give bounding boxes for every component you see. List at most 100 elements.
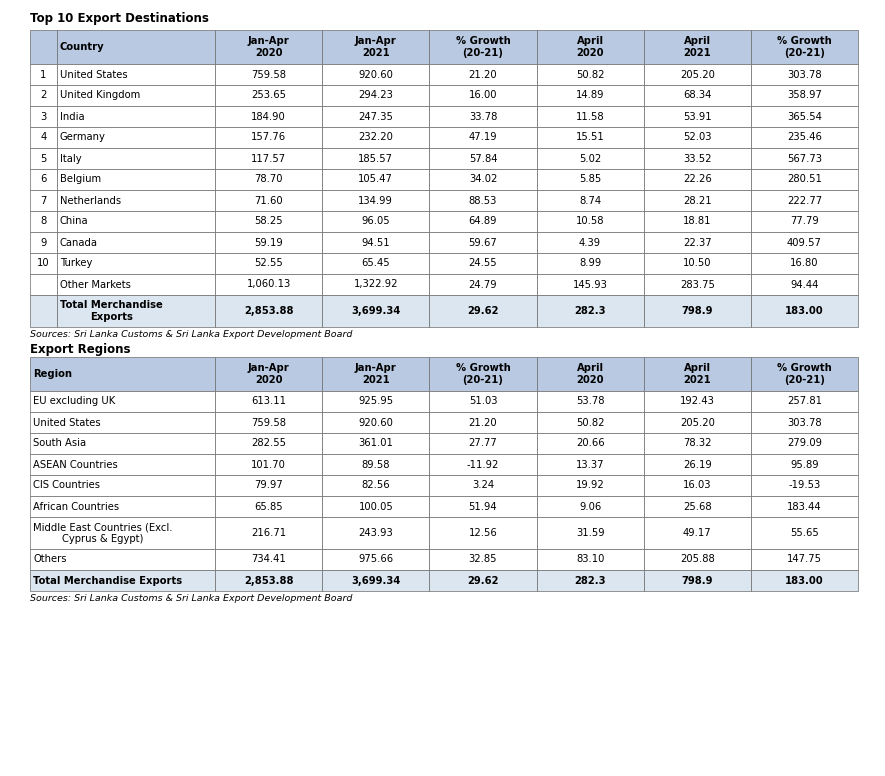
Bar (322, 391, 429, 412)
Text: 105.47: 105.47 (358, 175, 393, 185)
Text: 303.78: 303.78 (787, 417, 822, 428)
Text: 8.99: 8.99 (579, 258, 601, 268)
Text: 183.44: 183.44 (787, 501, 822, 511)
Text: 8: 8 (41, 217, 47, 227)
Bar (536, 274, 643, 295)
Bar (215, 475, 322, 496)
Text: 47.19: 47.19 (469, 133, 497, 143)
Bar (536, 549, 643, 570)
Bar (750, 232, 858, 253)
Bar (30, 549, 215, 570)
Bar (322, 549, 429, 570)
Bar (429, 30, 536, 64)
Bar (30, 391, 215, 412)
Bar (643, 570, 750, 591)
Text: 279.09: 279.09 (787, 438, 822, 449)
Bar (30, 454, 215, 475)
Text: Germany: Germany (60, 133, 105, 143)
Bar (57, 106, 215, 127)
Text: 55.65: 55.65 (790, 528, 819, 538)
Text: 33.52: 33.52 (683, 154, 712, 164)
Bar (30, 169, 57, 190)
Bar (750, 391, 858, 412)
Bar (536, 517, 643, 549)
Text: 235.46: 235.46 (787, 133, 822, 143)
Bar (536, 391, 643, 412)
Text: 5.02: 5.02 (579, 154, 601, 164)
Text: Country: Country (60, 42, 104, 52)
Bar (643, 295, 750, 327)
Text: 34.02: 34.02 (469, 175, 497, 185)
Bar (536, 106, 643, 127)
Bar (643, 253, 750, 274)
Bar (750, 30, 858, 64)
Bar (429, 496, 536, 517)
Bar (322, 496, 429, 517)
Text: United States: United States (33, 417, 101, 428)
Bar (643, 496, 750, 517)
Bar (215, 295, 322, 327)
Bar (322, 295, 429, 327)
Bar (322, 211, 429, 232)
Text: Total Merchandise Exports: Total Merchandise Exports (33, 576, 182, 586)
Text: April
2021: April 2021 (683, 36, 712, 57)
Bar (750, 169, 858, 190)
Bar (429, 64, 536, 85)
Bar (322, 30, 429, 64)
Bar (429, 549, 536, 570)
Bar (322, 517, 429, 549)
Bar (215, 85, 322, 106)
Text: 52.03: 52.03 (683, 133, 712, 143)
Text: 183.00: 183.00 (785, 576, 824, 586)
Bar (536, 148, 643, 169)
Text: ASEAN Countries: ASEAN Countries (33, 459, 118, 469)
Text: Sources: Sri Lanka Customs & Sri Lanka Export Development Board: Sources: Sri Lanka Customs & Sri Lanka E… (30, 594, 352, 603)
Bar (322, 570, 429, 591)
Text: Region: Region (33, 369, 72, 379)
Bar (215, 64, 322, 85)
Bar (750, 274, 858, 295)
Bar (30, 30, 57, 64)
Text: 51.94: 51.94 (469, 501, 497, 511)
Bar (536, 232, 643, 253)
Text: 88.53: 88.53 (469, 196, 497, 206)
Bar (57, 253, 215, 274)
Text: 1,322.92: 1,322.92 (354, 279, 398, 289)
Bar (429, 391, 536, 412)
Bar (750, 475, 858, 496)
Text: 4.39: 4.39 (579, 237, 601, 248)
Text: 9: 9 (40, 237, 47, 248)
Text: 253.65: 253.65 (251, 91, 286, 101)
Bar (30, 274, 57, 295)
Text: 257.81: 257.81 (787, 397, 822, 407)
Text: 280.51: 280.51 (787, 175, 822, 185)
Bar (750, 190, 858, 211)
Text: 2,853.88: 2,853.88 (244, 576, 294, 586)
Bar (750, 148, 858, 169)
Bar (536, 85, 643, 106)
Bar (57, 148, 215, 169)
Bar (215, 433, 322, 454)
Text: -19.53: -19.53 (789, 480, 820, 490)
Bar (429, 211, 536, 232)
Bar (429, 232, 536, 253)
Text: 409.57: 409.57 (787, 237, 822, 248)
Text: 26.19: 26.19 (683, 459, 712, 469)
Bar (643, 475, 750, 496)
Text: 2,853.88: 2,853.88 (244, 306, 294, 316)
Bar (215, 454, 322, 475)
Text: 185.57: 185.57 (358, 154, 393, 164)
Bar (429, 517, 536, 549)
Text: 1: 1 (40, 70, 47, 79)
Bar (536, 64, 643, 85)
Bar (57, 127, 215, 148)
Text: Other Markets: Other Markets (60, 279, 131, 289)
Text: 64.89: 64.89 (469, 217, 497, 227)
Text: 57.84: 57.84 (469, 154, 497, 164)
Text: Middle East Countries (Excl.
Cyprus & Egypt): Middle East Countries (Excl. Cyprus & Eg… (33, 522, 173, 544)
Text: 19.92: 19.92 (576, 480, 604, 490)
Text: 613.11: 613.11 (251, 397, 286, 407)
Text: 216.71: 216.71 (251, 528, 286, 538)
Bar (536, 570, 643, 591)
Text: 77.79: 77.79 (790, 217, 819, 227)
